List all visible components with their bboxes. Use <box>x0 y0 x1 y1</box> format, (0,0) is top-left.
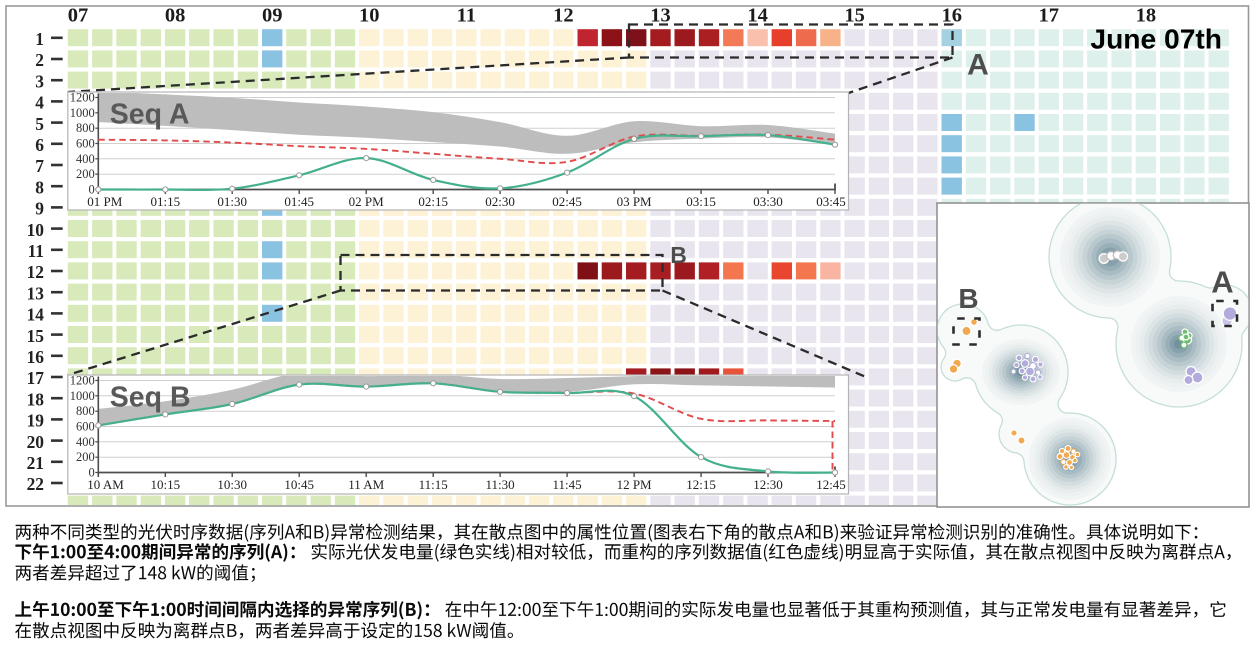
svg-text:10:15: 10:15 <box>150 477 180 492</box>
svg-text:5: 5 <box>35 114 44 134</box>
svg-text:10:30: 10:30 <box>217 477 247 492</box>
svg-text:10:45: 10:45 <box>284 477 314 492</box>
svg-text:6: 6 <box>35 135 44 155</box>
svg-text:600: 600 <box>76 137 95 151</box>
svg-text:Seq A: Seq A <box>110 99 190 131</box>
svg-text:12: 12 <box>27 262 44 282</box>
svg-text:B: B <box>670 242 687 268</box>
svg-text:200: 200 <box>76 450 95 464</box>
svg-text:8: 8 <box>35 177 44 197</box>
svg-text:03:45: 03:45 <box>816 194 846 209</box>
svg-text:01 PM: 01 PM <box>87 194 122 209</box>
svg-text:13: 13 <box>27 283 45 303</box>
svg-text:200: 200 <box>76 167 95 181</box>
svg-text:7: 7 <box>35 156 44 176</box>
svg-text:01:15: 01:15 <box>150 194 180 209</box>
svg-text:400: 400 <box>76 152 95 166</box>
svg-text:10: 10 <box>359 5 380 27</box>
svg-text:21: 21 <box>27 453 44 473</box>
svg-text:15: 15 <box>844 5 865 27</box>
svg-text:12:15: 12:15 <box>686 477 716 492</box>
svg-text:0: 0 <box>89 183 95 197</box>
svg-text:03:15: 03:15 <box>686 194 716 209</box>
svg-text:17: 17 <box>27 368 45 388</box>
svg-text:4: 4 <box>35 93 44 113</box>
svg-text:3: 3 <box>35 71 44 91</box>
svg-text:1: 1 <box>35 29 44 49</box>
svg-text:Seq B: Seq B <box>110 382 191 414</box>
svg-text:11:30: 11:30 <box>486 477 515 492</box>
svg-text:A: A <box>967 49 989 82</box>
svg-text:11:45: 11:45 <box>553 477 582 492</box>
svg-text:A: A <box>1211 265 1233 300</box>
svg-text:12: 12 <box>553 5 574 27</box>
svg-text:11: 11 <box>457 5 476 27</box>
svg-text:400: 400 <box>76 435 95 449</box>
svg-text:08: 08 <box>165 5 186 27</box>
svg-text:09: 09 <box>262 5 283 27</box>
svg-text:02 PM: 02 PM <box>349 194 384 209</box>
svg-text:02:30: 02:30 <box>485 194 515 209</box>
svg-text:11 AM: 11 AM <box>348 477 384 492</box>
svg-text:800: 800 <box>76 121 95 135</box>
svg-text:10: 10 <box>27 220 45 240</box>
svg-text:01:30: 01:30 <box>217 194 247 209</box>
svg-text:18: 18 <box>27 389 45 409</box>
svg-text:12:45: 12:45 <box>816 477 846 492</box>
svg-text:15: 15 <box>27 326 45 346</box>
svg-text:16: 16 <box>941 5 962 27</box>
svg-text:9: 9 <box>35 199 44 219</box>
svg-text:16: 16 <box>27 347 45 367</box>
svg-text:03 PM: 03 PM <box>617 194 652 209</box>
svg-text:18: 18 <box>1136 5 1157 27</box>
svg-text:20: 20 <box>27 432 45 452</box>
svg-text:1000: 1000 <box>70 106 95 120</box>
svg-text:14: 14 <box>747 5 768 27</box>
svg-text:11: 11 <box>28 241 44 261</box>
svg-text:B: B <box>958 283 978 314</box>
svg-text:1200: 1200 <box>70 374 95 388</box>
svg-text:22: 22 <box>27 474 44 494</box>
svg-text:1200: 1200 <box>70 91 95 105</box>
svg-text:0: 0 <box>89 466 95 480</box>
svg-text:13: 13 <box>650 5 671 27</box>
svg-text:14: 14 <box>27 305 45 325</box>
svg-text:01:45: 01:45 <box>284 194 314 209</box>
svg-text:12 PM: 12 PM <box>617 477 652 492</box>
svg-text:11:15: 11:15 <box>419 477 448 492</box>
svg-text:02:15: 02:15 <box>418 194 448 209</box>
svg-text:1000: 1000 <box>70 389 95 403</box>
svg-text:02:45: 02:45 <box>552 194 582 209</box>
svg-text:19: 19 <box>27 411 45 431</box>
svg-text:800: 800 <box>76 404 95 418</box>
svg-text:June 07th: June 07th <box>1090 23 1222 55</box>
svg-text:10 AM: 10 AM <box>87 477 124 492</box>
svg-text:12:30: 12:30 <box>753 477 783 492</box>
svg-text:2: 2 <box>35 50 44 70</box>
svg-text:600: 600 <box>76 420 95 434</box>
svg-text:17: 17 <box>1039 5 1060 27</box>
svg-text:07: 07 <box>68 5 89 27</box>
svg-text:03:30: 03:30 <box>753 194 783 209</box>
